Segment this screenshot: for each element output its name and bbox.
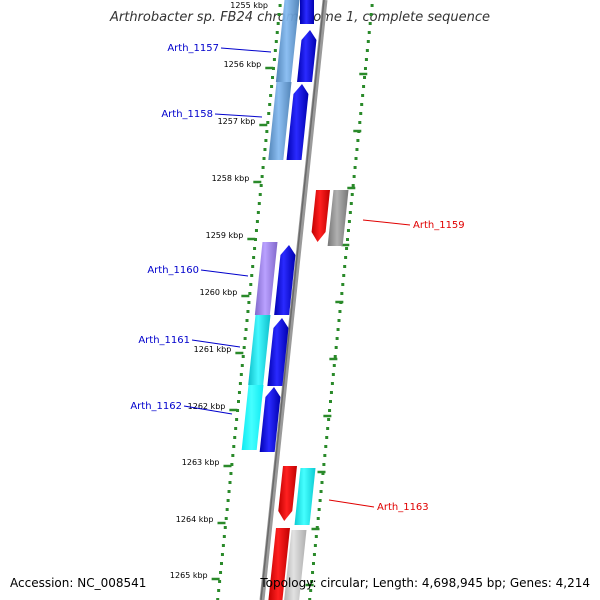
gene-label-arth-1157-leader	[220, 47, 272, 53]
gene-label-arth-1160: Arth_1160	[147, 265, 199, 276]
scale-tick-label: 1258 kbp	[212, 174, 250, 183]
summary-text: Topology: circular; Length: 4,698,945 bp…	[260, 576, 590, 590]
cog-band-arth-1159	[327, 190, 349, 246]
gene-arrow-arth-1157	[297, 30, 317, 82]
accession-text: Accession: NC_008541	[10, 576, 147, 590]
cog-band-arth-1162	[241, 385, 264, 450]
gene-label-arth-1159-leader	[362, 219, 411, 226]
cog-band-next	[284, 530, 307, 600]
gene-label-arth-1158-leader	[214, 113, 263, 118]
gene-label-arth-1163-leader	[328, 499, 375, 508]
cog-band-arth-1163	[294, 468, 316, 525]
gene-label-arth-1157: Arth_1157	[167, 43, 219, 54]
scale-tick-label: 1261 kbp	[194, 345, 232, 354]
scale-tick-label: 1264 kbp	[176, 515, 214, 524]
scale-tick-label: 1259 kbp	[206, 231, 244, 240]
scale-tick-label: 1257 kbp	[218, 117, 256, 126]
cog-band-arth-1160	[254, 242, 278, 315]
scale-tick-label: 1256 kbp	[224, 60, 262, 69]
scale-tick-label-top: 1255 kbp	[230, 1, 268, 10]
gene-arrow-arth-1160	[274, 245, 296, 315]
backbone-line	[259, 0, 328, 600]
cog-band-arth-1157	[275, 0, 300, 82]
gene-arrow-arth-1163	[278, 466, 297, 521]
gene-label-arth-1162: Arth_1162	[130, 401, 182, 412]
scale-tick-label: 1262 kbp	[188, 402, 226, 411]
gene-arrow-arth-1158	[286, 84, 309, 160]
gene-label-arth-1159: Arth_1159	[413, 220, 465, 231]
gene-arrow-arth-1162	[259, 387, 281, 452]
backbone-shadow	[260, 0, 325, 600]
gene-label-arth-1160-leader	[200, 269, 249, 277]
gene-label-arth-1163: Arth_1163	[377, 502, 429, 513]
gene-label-arth-1158: Arth_1158	[161, 109, 213, 120]
gene-label-arth-1162-leader	[183, 405, 233, 415]
gene-label-arth-1161-leader	[191, 339, 241, 348]
gene-arrow-arth-1157-upper	[300, 0, 314, 24]
gene-arrow-arth-1161	[267, 318, 289, 386]
cog-band-arth-1158	[268, 82, 292, 160]
scale-tick-label: 1265 kbp	[170, 571, 208, 580]
cog-band-arth-1161	[248, 315, 271, 385]
gene-arrow-next	[268, 528, 290, 600]
gene-arrow-arth-1159	[311, 190, 330, 242]
gene-label-arth-1161: Arth_1161	[138, 335, 190, 346]
scale-tick-label: 1263 kbp	[182, 458, 220, 467]
scale-tick-label: 1260 kbp	[200, 288, 238, 297]
